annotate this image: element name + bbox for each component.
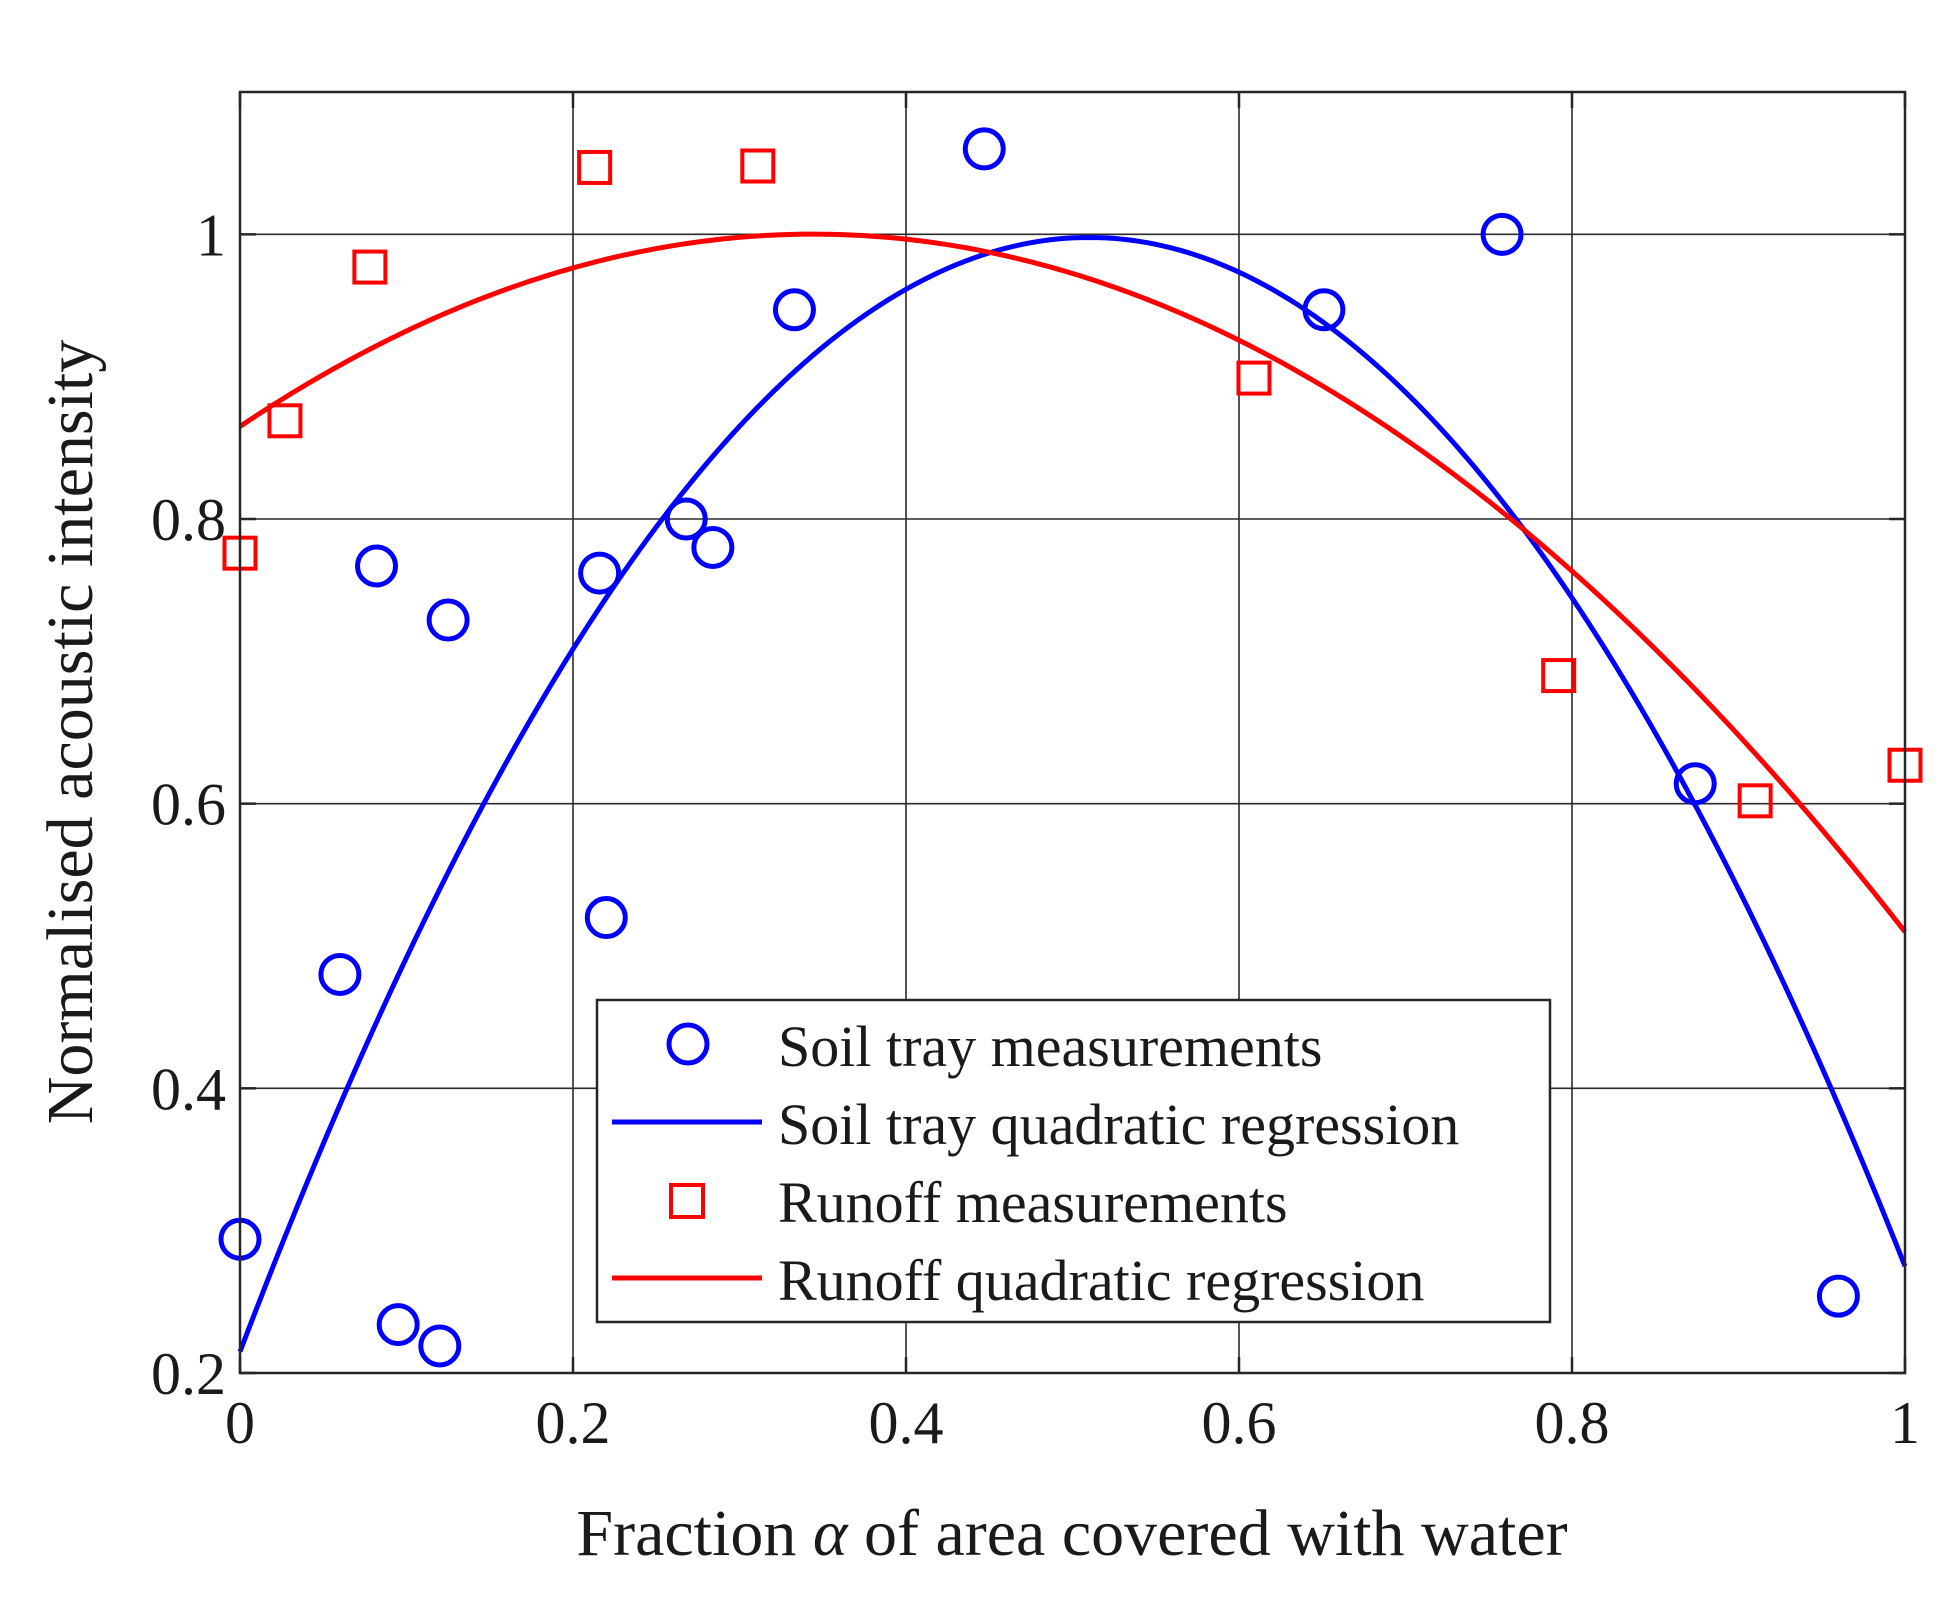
soil-measurement-point	[355, 544, 399, 588]
ticks	[238, 92, 1907, 1375]
x-tick-label: 0.8	[1535, 1390, 1610, 1456]
legend: Soil tray measurements Soil tray quadrat…	[595, 998, 1552, 1324]
soil-regression-line	[237, 234, 1908, 1353]
soil-measurement-point	[962, 127, 1006, 171]
legend-label-soil-regression: Soil tray quadratic regression	[778, 1092, 1459, 1157]
tick-labels: 0 0.2 0.4 0.6 0.8 10.20.40.60.81	[151, 202, 1920, 1456]
runoff-measurement-point	[1236, 360, 1272, 396]
soil-measurement-point	[426, 598, 470, 642]
plot-frame	[238, 90, 1907, 1375]
y-tick-label: 0.2	[151, 1341, 226, 1407]
runoff-measurement-point	[740, 148, 776, 184]
x-axis-label-part: Fraction	[576, 1497, 812, 1570]
legend-marker-circle	[666, 1022, 710, 1066]
x-axis-label: Fraction α of area covered with water	[576, 1497, 1567, 1570]
x-tick-label: 0.2	[536, 1390, 611, 1456]
legend-label-soil-measurements: Soil tray measurements	[778, 1014, 1322, 1079]
x-tick-label: 0	[225, 1390, 255, 1456]
runoff-measurement-point	[267, 403, 303, 439]
soil-measurement-point	[772, 288, 816, 332]
regression-curves	[237, 231, 1908, 1353]
runoff-measurement-point	[577, 149, 613, 185]
soil-measurement-point	[376, 1303, 420, 1347]
y-tick-label: 1	[196, 202, 226, 268]
runoff-measurement-point	[1737, 783, 1773, 819]
x-tick-label: 1	[1890, 1390, 1920, 1456]
soil-measurement-point	[1480, 212, 1524, 256]
soil-measurement-point	[584, 896, 628, 940]
x-tick-label: 0.4	[869, 1390, 944, 1456]
legend-marker-square	[669, 1183, 705, 1219]
soil-measurement-point	[318, 952, 362, 996]
soil-measurement-point	[691, 525, 735, 569]
legend-box	[595, 998, 1552, 1324]
soil-measurement-point	[1302, 288, 1346, 332]
legend-label-runoff-regression: Runoff quadratic regression	[778, 1248, 1424, 1313]
soil-measurement-point	[664, 497, 708, 541]
runoff-regression-line	[238, 231, 1907, 934]
soil-measurement-point	[418, 1324, 462, 1368]
runoff-measurement-point	[1541, 658, 1577, 694]
x-tick-label: 0.6	[1202, 1390, 1277, 1456]
x-axis-label-alpha: α	[813, 1497, 849, 1570]
soil-measurement-point	[1673, 762, 1717, 806]
soil-measurement-point	[578, 551, 622, 595]
y-tick-label: 0.6	[151, 772, 226, 838]
y-axis-label: Normalised acoustic intensity	[34, 340, 107, 1125]
x-axis-label-part: of area covered with water	[848, 1497, 1568, 1570]
runoff-measurement-point	[352, 249, 388, 285]
y-tick-label: 0.4	[151, 1056, 226, 1122]
legend-label-runoff-measurements: Runoff measurements	[778, 1170, 1288, 1235]
soil-measurement-point	[1816, 1274, 1860, 1318]
y-tick-label: 0.8	[151, 487, 226, 553]
